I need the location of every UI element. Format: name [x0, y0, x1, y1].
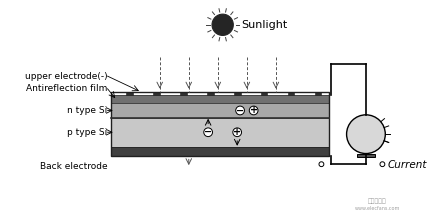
Bar [314, 92, 321, 95]
Text: 电子发烧友: 电子发烧友 [368, 198, 387, 204]
Text: Back electrode: Back electrode [40, 162, 108, 171]
Bar [234, 92, 241, 95]
Text: p type Si: p type Si [67, 128, 108, 137]
Text: +: + [250, 106, 258, 115]
Circle shape [204, 128, 213, 137]
Bar [180, 92, 187, 95]
Bar [111, 118, 329, 147]
Circle shape [233, 128, 241, 137]
Circle shape [212, 14, 233, 35]
Bar [126, 92, 133, 95]
Text: +: + [233, 127, 241, 137]
Circle shape [236, 106, 245, 115]
Text: Antireflection film: Antireflection film [26, 84, 108, 93]
Bar [260, 92, 267, 95]
Bar [111, 95, 329, 103]
Bar [153, 92, 159, 95]
Text: Sunlight: Sunlight [241, 20, 287, 30]
Bar [111, 147, 329, 156]
Circle shape [249, 106, 258, 115]
Bar [288, 92, 295, 95]
Circle shape [346, 115, 385, 154]
Text: Current: Current [387, 160, 427, 170]
Circle shape [319, 162, 324, 167]
Bar [207, 92, 213, 95]
Circle shape [380, 162, 385, 167]
Bar [111, 103, 329, 118]
Text: n type Si: n type Si [67, 106, 108, 115]
Text: −: − [204, 127, 212, 137]
Bar [111, 92, 329, 156]
Bar [357, 154, 375, 157]
Text: −: − [236, 106, 244, 115]
Text: www.elecfans.com: www.elecfans.com [355, 206, 400, 211]
Text: upper electrode(-): upper electrode(-) [25, 72, 108, 81]
